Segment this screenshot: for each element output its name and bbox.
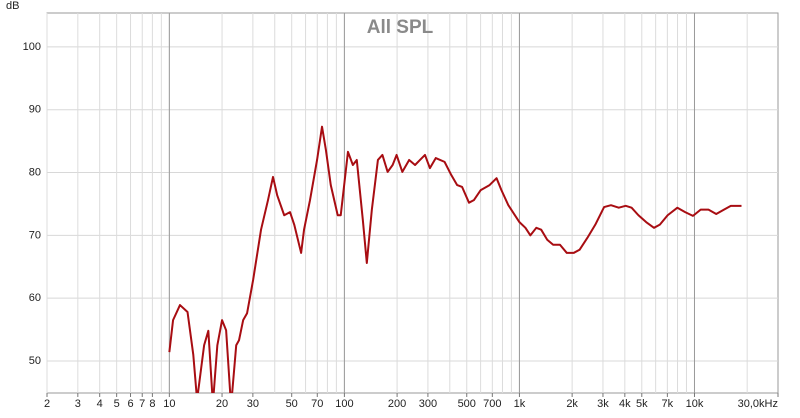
x-tick-label: 200 [388,398,406,410]
x-tick-label: 3k [597,398,609,410]
x-tick-label: 2k [566,398,578,410]
chart-title: All SPL [367,17,434,38]
x-tick-label: 50 [286,398,298,410]
x-tick-label: 7 [139,398,145,410]
x-tick-label: 10 [163,398,175,410]
x-tick-label: 4k [619,398,631,410]
x-tick-label: 30 [247,398,259,410]
x-tick-label: 5 [114,398,120,410]
grid [46,13,778,393]
spl-line [168,125,742,393]
x-tick-label: 3 [75,398,81,410]
x-tick-label: 1k [514,398,526,410]
x-tick-label: 6 [127,398,133,410]
y-tick-label: 80 [29,166,41,178]
plot-area [46,12,779,394]
y-tick-label: 50 [29,355,41,367]
y-tick-label: 60 [29,292,41,304]
x-tick-label: 100 [335,398,353,410]
x-tick-label: 5k [636,398,648,410]
x-tick-label: 20 [216,398,228,410]
x-tick-label: 500 [458,398,476,410]
x-tick-label: 300 [419,398,437,410]
x-tick-label: 2 [44,398,50,410]
x-tick-label: 7k [662,398,674,410]
y-tick-label: 90 [29,104,41,116]
x-tick-label: 4 [97,398,103,410]
x-tick-label: 8 [149,398,155,410]
x-tick-label: 10k [686,398,704,410]
x-tick-label: 70 [311,398,323,410]
y-tick-label: 100 [23,41,41,53]
x-tick-label: 700 [483,398,501,410]
x-tick-label: 30,0kHz [738,398,778,410]
y-axis-label: dB [6,0,19,12]
y-tick-label: 70 [29,229,41,241]
